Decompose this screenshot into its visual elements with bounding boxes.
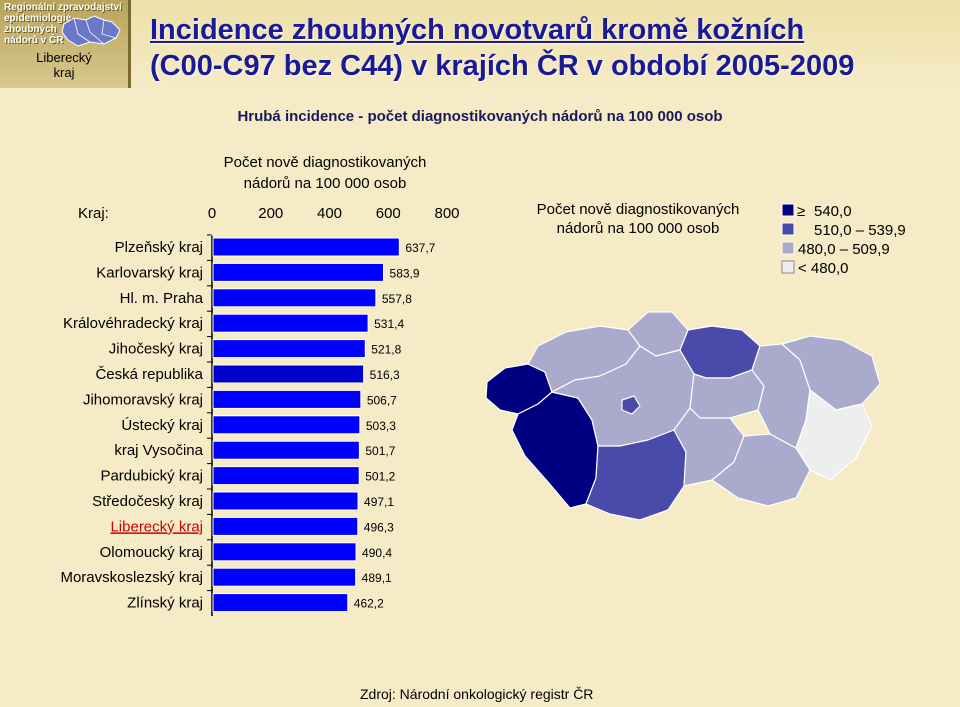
map-legend: ≥ 540,0 510,0 – 539,9 480,0 – 509,9 < 48… (781, 203, 906, 277)
legend-title-line2: nádorů na 100 000 osob (557, 220, 720, 237)
chart-subtitle: Hrubá incidence - počet diagnostikovanýc… (237, 108, 723, 125)
region-zlinsky (795, 389, 873, 481)
legend-swatch-2 (781, 222, 795, 236)
logo-line3: zhoubných (4, 24, 57, 35)
region-jihocesky (585, 429, 687, 521)
legend-label-2: 510,0 – 539,9 (814, 222, 906, 239)
source-note: Zdroj: Národní onkologický registr ČR (360, 686, 594, 702)
title-line2: (C00-C97 bez C44) v krajích ČR v období … (150, 50, 855, 82)
logo-line2: epidemiologie (4, 13, 72, 24)
legend-title-line1: Počet nově diagnostikovaných (537, 201, 740, 218)
czech-map-logo-icon (61, 15, 121, 47)
legend-label-1: 540,0 (814, 203, 852, 220)
region-name-line2: kraj (53, 65, 75, 80)
page-title: Incidence zhoubných novotvarů kromě kožn… (150, 12, 854, 84)
legend-swatch-1 (781, 203, 795, 217)
region-praha (621, 395, 641, 415)
region-moravskoslezsky (781, 335, 881, 411)
logo-line4: nádorů v ČR (4, 35, 64, 46)
region-kralovehradecky (679, 325, 761, 379)
legend-label-3: 480,0 – 509,9 (798, 241, 890, 258)
legend-label-4: < 480,0 (798, 260, 848, 277)
logo-text: Regionální zpravodajství epidemiologie z… (4, 2, 124, 46)
legend-swatch-3 (781, 241, 795, 255)
logo-panel: Regionální zpravodajství epidemiologie z… (0, 0, 131, 88)
header-band (131, 0, 960, 88)
region-name: Liberecký kraj (28, 50, 100, 80)
logo-line1: Regionální zpravodajství (4, 2, 122, 13)
title-line1: Incidence zhoubných novotvarů kromě kožn… (150, 14, 805, 46)
region-jihomoravsky (711, 433, 811, 507)
region-name-line1: Liberecký (36, 50, 92, 65)
legend-symbol-1: ≥ (797, 203, 805, 220)
legend-swatch-4 (781, 260, 795, 274)
